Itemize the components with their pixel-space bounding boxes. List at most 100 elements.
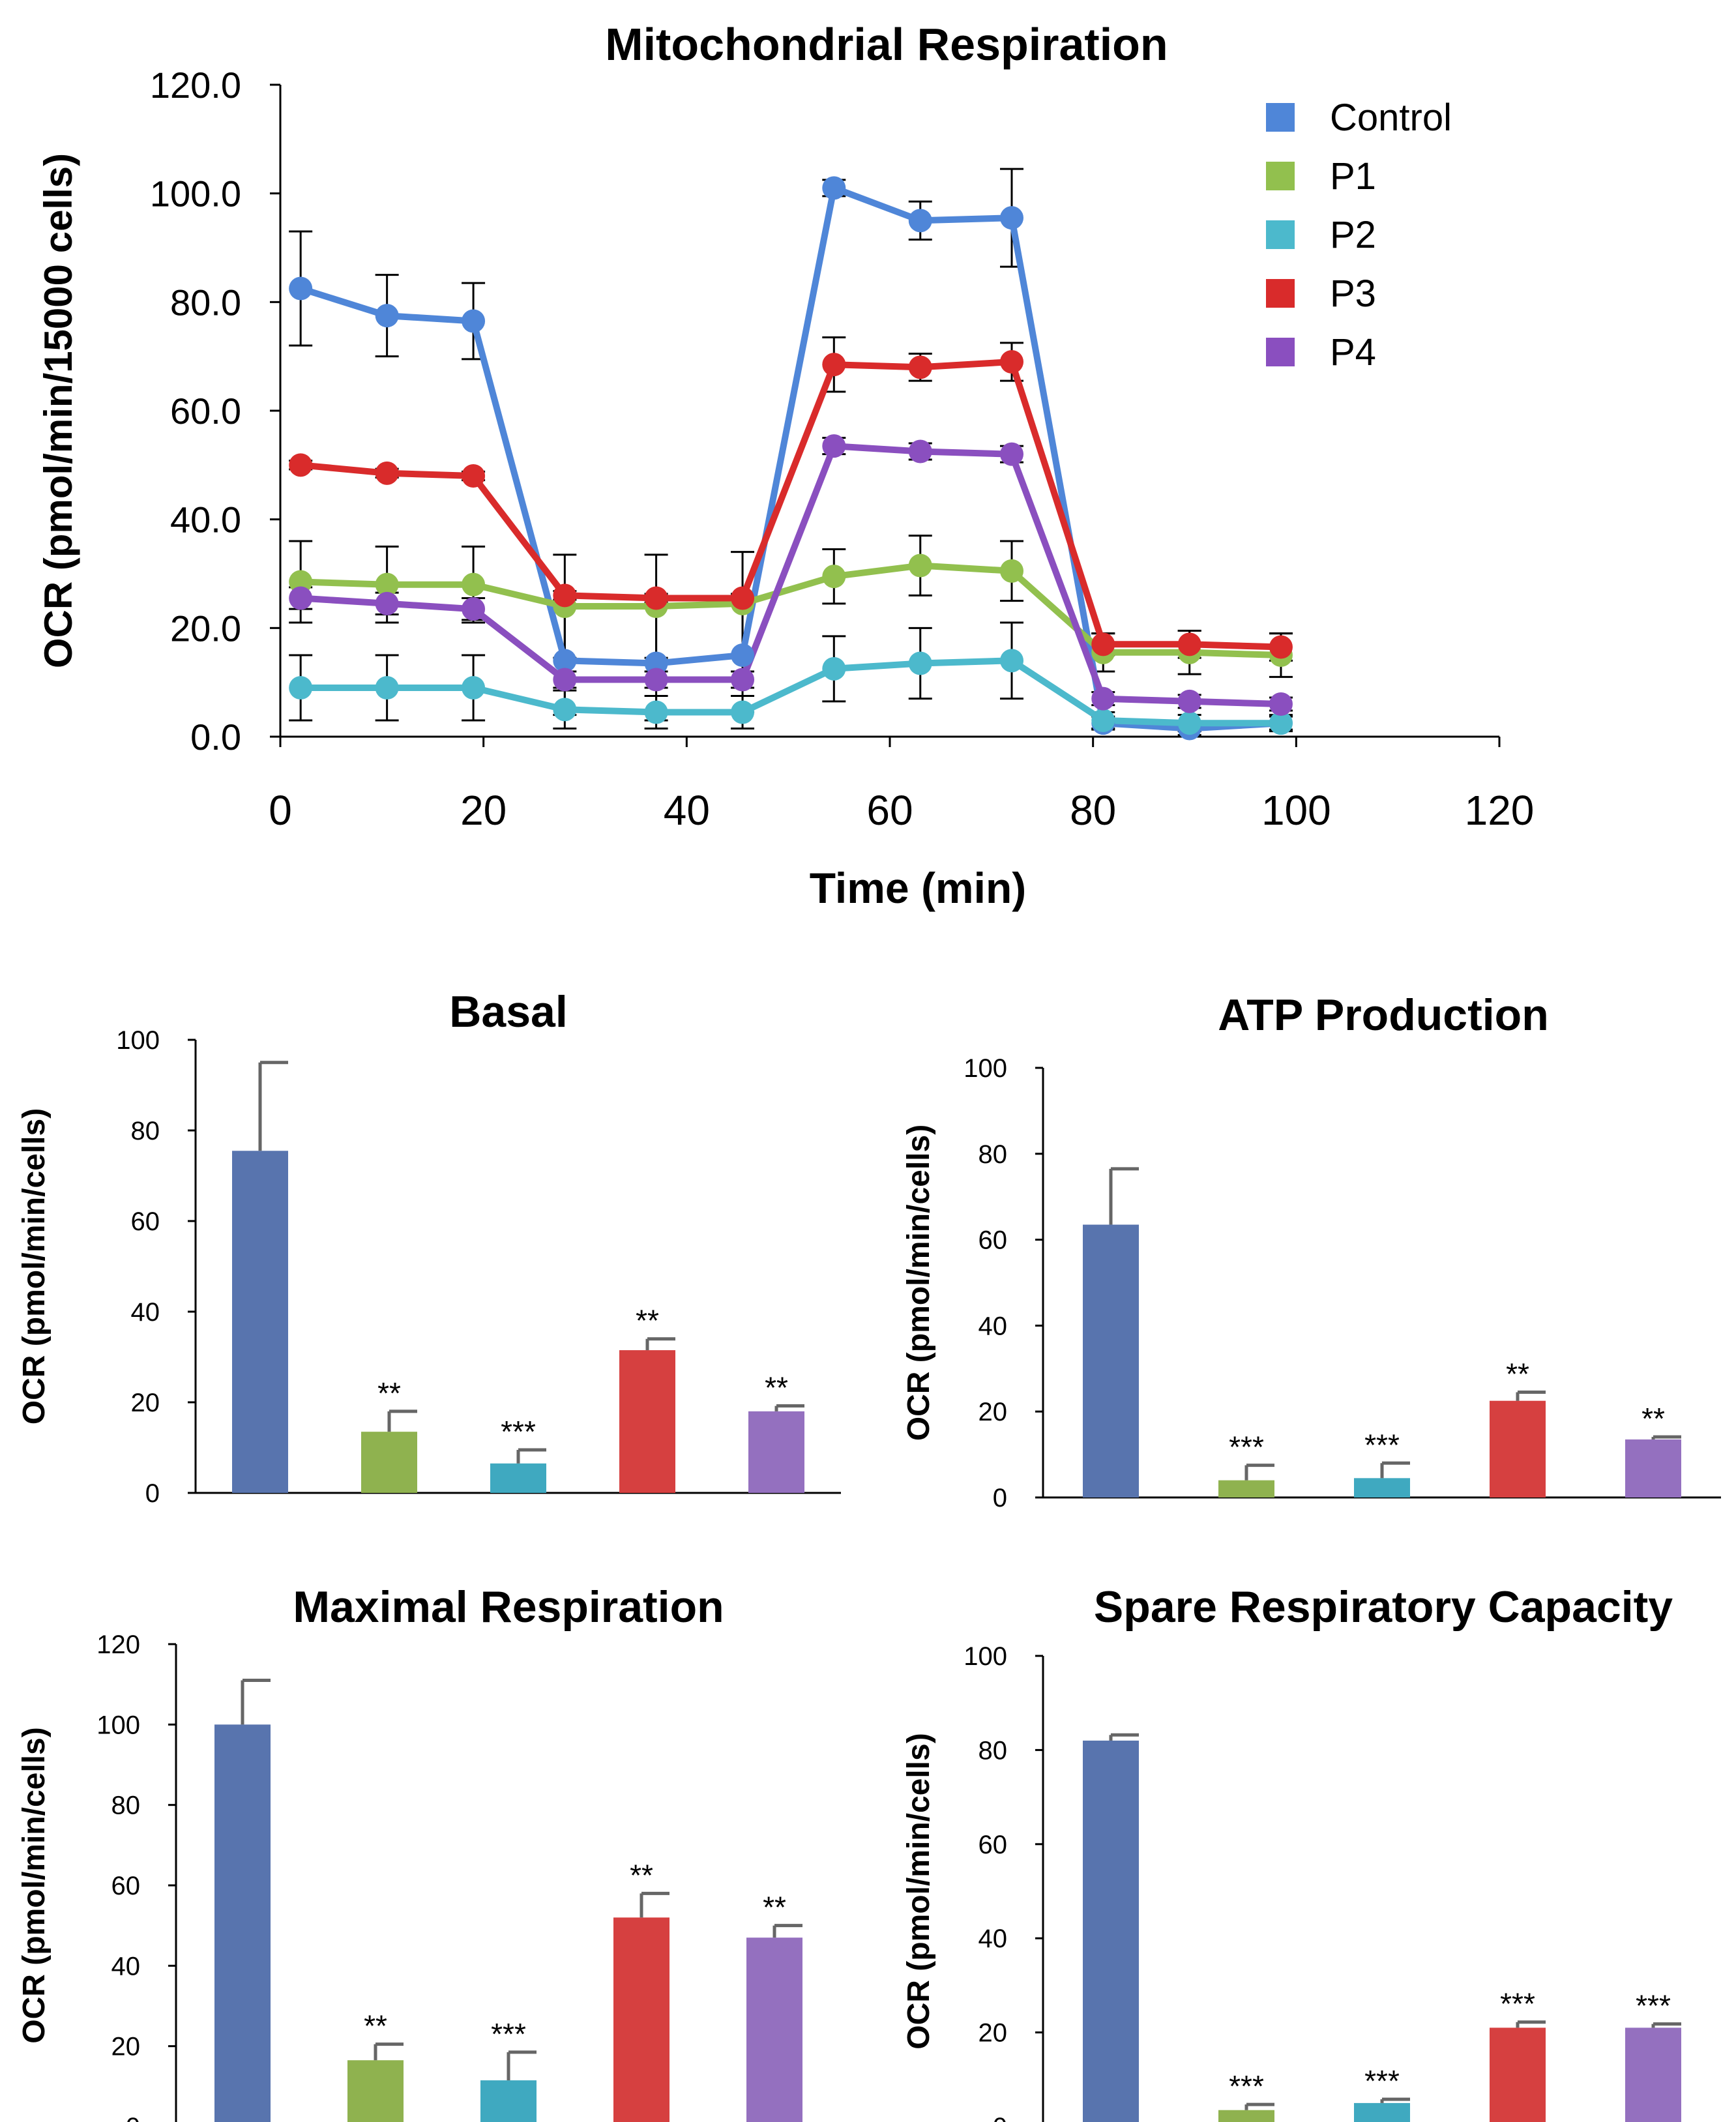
line-chart-mitochondrial-respiration: Mitochondrial Respiration OCR (pmol/min/… <box>37 19 1534 912</box>
bar-chart-maximal-respiration: Maximal Respiration OCR (pmol/min/cells) 0… <box>17 1582 802 2122</box>
y-tick-label: 0 <box>993 1484 1007 1512</box>
bar-p4 <box>748 1411 804 1493</box>
significance-label-p1: ** <box>377 1376 401 1410</box>
legend-label-p4: P4 <box>1330 331 1376 374</box>
y-tick-label: 40 <box>111 1952 141 1981</box>
significance-label-p3: ** <box>636 1304 659 1338</box>
data-point-p3 <box>1177 632 1201 656</box>
bar-p2 <box>1354 2102 1410 2122</box>
data-point-p2 <box>289 676 313 700</box>
legend-label-control: Control <box>1330 96 1452 139</box>
data-point-p3 <box>553 583 577 608</box>
data-point-p4 <box>822 434 846 458</box>
legend-swatch-p3 <box>1266 279 1295 308</box>
y-tick-label: 0 <box>145 1479 160 1508</box>
data-point-p4 <box>1000 442 1023 466</box>
significance-label-p3: *** <box>1500 1987 1535 2021</box>
series-line-p2 <box>301 657 1281 727</box>
data-point-p2 <box>1177 711 1201 735</box>
significance-label-p1: *** <box>1229 2069 1264 2103</box>
bar-p1 <box>347 2060 404 2122</box>
data-point-p3 <box>908 355 932 379</box>
data-point-p2 <box>462 676 486 700</box>
bar-p4 <box>1625 1439 1681 1497</box>
y-tick-label: 20 <box>131 1389 160 1417</box>
data-point-p4 <box>375 591 399 615</box>
data-point-control <box>822 176 846 200</box>
x-tick-label: 0 <box>269 787 292 834</box>
y-tick-label: 40 <box>131 1298 160 1327</box>
data-point-p3 <box>1091 632 1115 656</box>
bar-p2 <box>1354 1478 1410 1497</box>
bar-p3 <box>613 1917 669 2122</box>
y-tick-label: 60 <box>978 1226 1008 1255</box>
y-tick-label: 60 <box>111 1872 141 1900</box>
legend-swatch-p2 <box>1266 220 1295 249</box>
series-line-p3 <box>300 359 1282 651</box>
legend: Control P1 P2 P3 P4 <box>1266 96 1452 374</box>
x-tick-label: 120 <box>1465 787 1535 834</box>
y-tick-label: 20 <box>111 2033 141 2061</box>
significance-label-p4: ** <box>1641 1402 1665 1436</box>
bar-chart-atp-production: ATP Production OCR (pmol/min/cells) 0 20 40 6… <box>902 990 1721 1512</box>
y-tick-label: 80.0 <box>170 282 241 323</box>
data-point-control <box>289 276 313 301</box>
data-point-p2 <box>822 656 846 681</box>
data-point-p3 <box>289 453 313 477</box>
data-point-p3 <box>731 586 755 610</box>
series-line-p1 <box>301 562 1282 658</box>
y-axis-label: OCR (pmol/min/cells) <box>902 1733 936 2049</box>
data-point-p4 <box>289 586 313 610</box>
data-point-p3 <box>1269 635 1293 659</box>
bar-chart-spare-respiratory-capacity: Spare Respiratory Capacity OCR (pmol/min/… <box>902 1582 1681 2122</box>
y-tick-label: 0 <box>993 2113 1007 2122</box>
bar-control <box>1083 1740 1139 2122</box>
data-point-control <box>462 309 486 333</box>
y-tick-label: 120 <box>96 1630 140 1659</box>
bar-p1 <box>1218 2110 1274 2122</box>
data-point-p4 <box>644 668 668 692</box>
x-tick-label: 100 <box>1261 787 1331 834</box>
data-point-control <box>908 209 932 233</box>
y-tick-label: 40.0 <box>170 499 241 540</box>
significance-label-p4: *** <box>1636 1989 1671 2023</box>
chart-title: ATP Production <box>1218 990 1548 1040</box>
data-point-p3 <box>644 586 668 610</box>
significance-label-p1: *** <box>1229 1430 1264 1464</box>
y-tick-label: 100 <box>964 1054 1007 1083</box>
significance-label-p1: ** <box>364 2009 387 2043</box>
significance-label-p2: *** <box>491 2017 526 2051</box>
legend-swatch-p4 <box>1266 338 1295 366</box>
data-point-p3 <box>375 461 399 485</box>
data-point-p1 <box>462 572 486 597</box>
data-point-p1 <box>908 553 932 578</box>
bar-control <box>232 1151 288 1493</box>
x-tick-label: 40 <box>664 787 710 834</box>
data-point-control <box>1000 206 1023 230</box>
data-point-p4 <box>462 597 486 621</box>
legend-label-p1: P1 <box>1330 155 1376 198</box>
data-point-p2 <box>731 700 755 724</box>
y-tick-label: 20.0 <box>170 608 241 649</box>
bar-p1 <box>361 1432 417 1493</box>
y-tick-label: 100.0 <box>150 173 241 214</box>
data-point-p3 <box>822 353 846 377</box>
legend-label-p2: P2 <box>1330 214 1376 256</box>
legend-swatch-control <box>1266 103 1295 132</box>
bar-control <box>214 1724 271 2122</box>
y-tick-label: 100 <box>964 1642 1007 1671</box>
x-axis-label: Time (min) <box>810 864 1026 912</box>
data-point-p1 <box>375 572 399 597</box>
significance-label-p3: ** <box>1506 1357 1529 1391</box>
data-point-p4 <box>1177 689 1201 713</box>
data-point-p2 <box>908 651 932 675</box>
y-tick-label: 20 <box>978 1398 1008 1426</box>
data-point-p2 <box>1000 649 1023 673</box>
bar-p3 <box>1490 2027 1546 2122</box>
data-point-p2 <box>1269 711 1293 735</box>
chart-title: Mitochondrial Respiration <box>605 19 1168 70</box>
data-point-p2 <box>553 698 577 722</box>
data-point-p1 <box>1000 559 1023 583</box>
x-tick-label: 60 <box>866 787 913 834</box>
